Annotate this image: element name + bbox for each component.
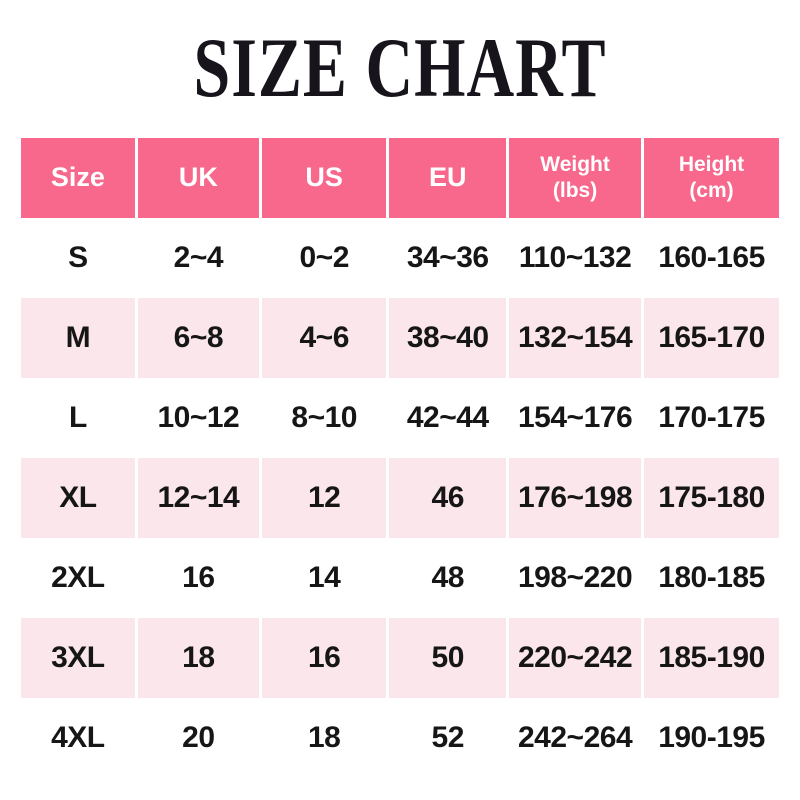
table-cell: 18 — [137, 618, 263, 698]
table-cell: S — [21, 218, 138, 298]
table-cell: 175-180 — [644, 458, 779, 538]
table-cell: 2XL — [21, 538, 138, 618]
table-cell: 8~10 — [262, 378, 390, 458]
column-header-uk: UK — [137, 138, 263, 218]
table-cell: 50 — [389, 618, 510, 698]
table-cell: 4~6 — [262, 298, 390, 378]
table-cell: 198~220 — [509, 538, 645, 618]
column-header-eu: EU — [389, 138, 510, 218]
table-cell: 6~8 — [137, 298, 263, 378]
table-cell: 38~40 — [389, 298, 510, 378]
table-cell: L — [21, 378, 138, 458]
table-cell: 3XL — [21, 618, 138, 698]
size-chart-table: Size UK US EU Weight (lbs) Height (cm) S… — [21, 138, 779, 778]
table-cell: 18 — [262, 698, 390, 778]
title-section: SIZE CHART — [0, 0, 800, 138]
table-row-s: S 2~4 0~2 34~36 110~132 160-165 — [21, 218, 779, 298]
table-row-2xl: 2XL 16 14 48 198~220 180-185 — [21, 538, 779, 618]
table-cell: 170-175 — [644, 378, 779, 458]
table-cell: 185-190 — [644, 618, 779, 698]
table-cell: 165-170 — [644, 298, 779, 378]
table-row-xl: XL 12~14 12 46 176~198 175-180 — [21, 458, 779, 538]
table-cell: 34~36 — [389, 218, 510, 298]
page-title: SIZE CHART — [193, 21, 607, 116]
table-cell: 160-165 — [644, 218, 779, 298]
table-cell: 14 — [262, 538, 390, 618]
table-cell: 154~176 — [509, 378, 645, 458]
table-cell: 0~2 — [262, 218, 390, 298]
table-cell: 180-185 — [644, 538, 779, 618]
table-cell: 4XL — [21, 698, 138, 778]
table-cell: 10~12 — [137, 378, 263, 458]
table-cell: 16 — [137, 538, 263, 618]
table-cell: 16 — [262, 618, 390, 698]
table-cell: M — [21, 298, 138, 378]
table-cell: 132~154 — [509, 298, 645, 378]
column-header-size: Size — [21, 138, 138, 218]
column-header-weight: Weight (lbs) — [509, 138, 645, 218]
table-cell: 42~44 — [389, 378, 510, 458]
table-cell: 110~132 — [509, 218, 645, 298]
table-cell: 242~264 — [509, 698, 645, 778]
table-row-3xl: 3XL 18 16 50 220~242 185-190 — [21, 618, 779, 698]
table-cell: 220~242 — [509, 618, 645, 698]
table-cell: 12~14 — [137, 458, 263, 538]
table-row-m: M 6~8 4~6 38~40 132~154 165-170 — [21, 298, 779, 378]
table-cell: 176~198 — [509, 458, 645, 538]
table-cell: XL — [21, 458, 138, 538]
table-cell: 48 — [389, 538, 510, 618]
table-cell: 190-195 — [644, 698, 779, 778]
table-header-row: Size UK US EU Weight (lbs) Height (cm) — [21, 138, 779, 218]
column-header-us: US — [262, 138, 390, 218]
table-cell: 2~4 — [137, 218, 263, 298]
column-header-height: Height (cm) — [644, 138, 779, 218]
table-row-4xl: 4XL 20 18 52 242~264 190-195 — [21, 698, 779, 778]
table-row-l: L 10~12 8~10 42~44 154~176 170-175 — [21, 378, 779, 458]
table-cell: 52 — [389, 698, 510, 778]
table-cell: 46 — [389, 458, 510, 538]
table-cell: 12 — [262, 458, 390, 538]
table-cell: 20 — [137, 698, 263, 778]
